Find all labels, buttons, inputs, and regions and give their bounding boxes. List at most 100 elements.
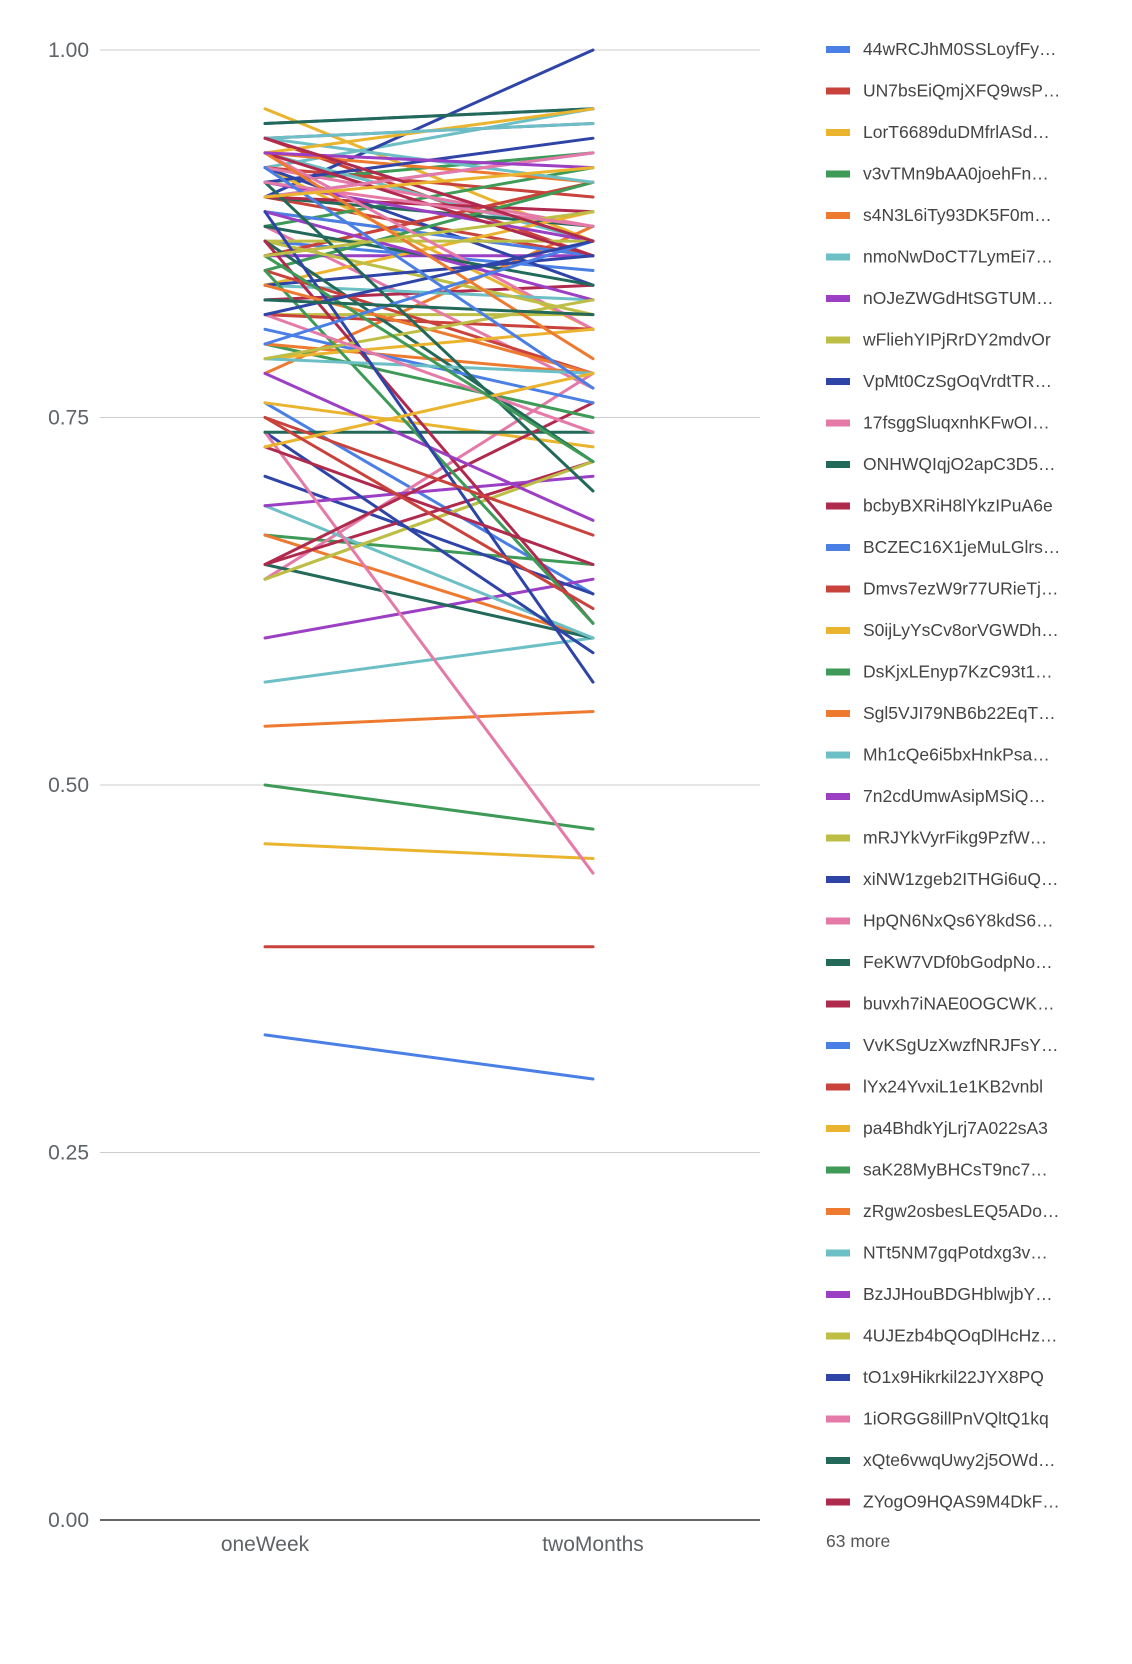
gridlines bbox=[100, 49, 760, 1521]
series-line[interactable] bbox=[263, 180, 595, 258]
legend-swatch bbox=[826, 1332, 850, 1340]
series-line[interactable] bbox=[263, 166, 595, 199]
legend-label: zRgw2osbesLEQ5ADo… bbox=[863, 1201, 1059, 1221]
legend-label: Sgl5VJI79NB6b22EqT… bbox=[863, 703, 1056, 723]
series-line[interactable] bbox=[263, 783, 595, 831]
series-line[interactable] bbox=[263, 151, 595, 331]
series-line[interactable] bbox=[263, 122, 595, 140]
legend-item[interactable]: buvxh7iNAE0OGCWK… bbox=[826, 994, 1055, 1014]
series-line[interactable] bbox=[263, 577, 595, 640]
legend-item[interactable]: 1iORGG8illPnVQltQ1kq bbox=[826, 1409, 1049, 1429]
legend-item[interactable]: ZYogO9HQAS9M4DkF… bbox=[826, 1492, 1060, 1512]
series-line[interactable] bbox=[263, 180, 595, 272]
series-line[interactable] bbox=[263, 474, 595, 596]
series-line[interactable] bbox=[263, 357, 595, 375]
legend-item[interactable]: VvKSgUzXwzfNRJFsY… bbox=[826, 1035, 1058, 1055]
y-axis-tick-labels: 0.00 0.25 0.50 0.75 1.00 bbox=[48, 39, 89, 1532]
legend-label: wFliehYIPjRrDY2mdvOr bbox=[862, 330, 1051, 350]
series-line[interactable] bbox=[263, 430, 595, 875]
legend-item[interactable]: DsKjxLEnyp7KzC93t1… bbox=[826, 662, 1053, 682]
legend-swatch bbox=[826, 1498, 850, 1506]
legend-item[interactable]: tO1x9Hikrkil22JYX8PQ bbox=[826, 1367, 1044, 1387]
series-line[interactable] bbox=[263, 298, 595, 317]
legend-label: tO1x9Hikrkil22JYX8PQ bbox=[863, 1367, 1044, 1387]
series-line[interactable] bbox=[263, 636, 595, 684]
legend-item[interactable]: 7n2cdUmwAsipMSiQ… bbox=[826, 786, 1046, 806]
legend-item[interactable]: xiNW1zgeb2ITHGi6uQ… bbox=[826, 869, 1058, 889]
series-line[interactable] bbox=[263, 180, 595, 228]
legend-swatch bbox=[826, 212, 850, 219]
legend-item[interactable]: 44wRCJhM0SSLoyfFy… bbox=[826, 39, 1057, 59]
legend-item[interactable]: zRgw2osbesLEQ5ADo… bbox=[826, 1201, 1059, 1221]
legend-item[interactable]: 4UJEzb4bQOqDlHcHz… bbox=[826, 1326, 1058, 1346]
legend-item[interactable]: pa4BhdkYjLrj7A022sA3 bbox=[826, 1118, 1048, 1138]
legend-swatch bbox=[826, 959, 850, 966]
legend-item[interactable]: S0ijLyYsCv8orVGWDh… bbox=[826, 620, 1059, 640]
series-line[interactable] bbox=[263, 430, 595, 655]
series-line[interactable] bbox=[263, 239, 595, 464]
legend-item[interactable]: FeKW7VDf0bGodpNo… bbox=[826, 952, 1053, 972]
legend-item[interactable]: nOJeZWGdHtSGTUM… bbox=[826, 288, 1054, 308]
legend-item[interactable]: VpMt0CzSgOqVrdtTR… bbox=[826, 371, 1052, 391]
legend-item[interactable]: HpQN6NxQs6Y8kdS6… bbox=[826, 911, 1054, 931]
legend-swatch bbox=[826, 834, 850, 842]
series-line[interactable] bbox=[263, 401, 595, 566]
series-line[interactable] bbox=[263, 298, 595, 361]
series-line[interactable] bbox=[263, 151, 595, 184]
legend-item[interactable]: NTt5NM7gqPotdxg3v… bbox=[826, 1243, 1048, 1263]
legend-item[interactable]: wFliehYIPjRrDY2mdvOr bbox=[826, 330, 1051, 350]
series-line[interactable] bbox=[263, 254, 595, 287]
legend[interactable]: 44wRCJhM0SSLoyfFy… UN7bsEiQmjXFQ9wsP… LorT… bbox=[826, 39, 1060, 1551]
series-line[interactable] bbox=[263, 327, 595, 361]
series-line[interactable] bbox=[263, 239, 595, 346]
legend-label: VpMt0CzSgOqVrdtTR… bbox=[863, 371, 1052, 391]
series-line[interactable] bbox=[263, 371, 595, 449]
legend-item[interactable]: 17fsggSluqxnhKFwOI… bbox=[826, 413, 1050, 433]
legend-label: ZYogO9HQAS9M4DkF… bbox=[863, 1492, 1060, 1512]
series-line[interactable] bbox=[263, 1033, 595, 1081]
series-line[interactable] bbox=[263, 166, 595, 228]
legend-item[interactable]: s4N3L6iTy93DK5F0m… bbox=[826, 205, 1052, 225]
series-line[interactable] bbox=[263, 151, 595, 361]
legend-item[interactable]: LorT6689duDMfrlASd… bbox=[826, 122, 1050, 142]
legend-item[interactable]: Sgl5VJI79NB6b22EqT… bbox=[826, 703, 1056, 723]
legend-item[interactable]: BzJJHouBDGHblwjbY… bbox=[826, 1284, 1053, 1304]
series-line[interactable] bbox=[263, 416, 595, 537]
legend-label: v3vTMn9bAA0joehFn… bbox=[863, 164, 1049, 184]
legend-item[interactable]: UN7bsEiQmjXFQ9wsP… bbox=[826, 81, 1060, 101]
series-line[interactable] bbox=[263, 533, 595, 640]
legend-item[interactable]: lYx24YvxiL1e1KB2vnbl bbox=[826, 1077, 1043, 1097]
series-line[interactable] bbox=[263, 254, 595, 464]
legend-item[interactable]: Dmvs7ezW9r77URieTj… bbox=[826, 579, 1058, 599]
series-line[interactable] bbox=[263, 180, 595, 493]
series-line[interactable] bbox=[263, 445, 595, 566]
legend-label: BCZEC16X1jeMuLGlrs… bbox=[863, 537, 1060, 557]
legend-more-link[interactable]: 63 more bbox=[826, 1531, 890, 1551]
series-line[interactable] bbox=[263, 416, 595, 611]
legend-item[interactable]: mRJYkVyrFikg9PzfW… bbox=[826, 828, 1047, 848]
legend-label: S0ijLyYsCv8orVGWDh… bbox=[863, 620, 1059, 640]
legend-item[interactable]: nmoNwDoCT7LymEi7… bbox=[826, 247, 1053, 267]
x-axis-category-labels: oneWeek twoMonths bbox=[221, 1533, 644, 1556]
legend-swatch bbox=[826, 710, 850, 717]
series-line[interactable] bbox=[263, 136, 595, 243]
series-line[interactable] bbox=[263, 166, 595, 390]
legend-item[interactable]: BCZEC16X1jeMuLGlrs… bbox=[826, 537, 1060, 557]
legend-item[interactable]: ONHWQIqjO2apC3D5… bbox=[826, 454, 1056, 474]
series-line[interactable] bbox=[263, 342, 595, 419]
series-line[interactable] bbox=[263, 239, 595, 625]
legend-item[interactable]: bcbyBXRiH8lYkzIPuA6e bbox=[826, 496, 1053, 516]
series-line[interactable] bbox=[263, 460, 595, 581]
legend-item[interactable]: saK28MyBHCsT9nc7… bbox=[826, 1160, 1048, 1180]
legend-item[interactable]: v3vTMn9bAA0joehFn… bbox=[826, 164, 1049, 184]
series-line[interactable] bbox=[263, 842, 595, 860]
series-line[interactable] bbox=[263, 563, 595, 640]
legend-item[interactable]: xQte6vwqUwy2j5OWd… bbox=[826, 1450, 1056, 1470]
series-line[interactable] bbox=[263, 710, 595, 728]
series-lines bbox=[263, 48, 595, 1081]
legend-swatch bbox=[826, 295, 850, 302]
legend-swatch bbox=[826, 46, 850, 53]
series-line[interactable] bbox=[263, 313, 595, 434]
series-line[interactable] bbox=[263, 107, 595, 125]
legend-item[interactable]: Mh1cQe6i5bxHnkPsa… bbox=[826, 745, 1050, 765]
